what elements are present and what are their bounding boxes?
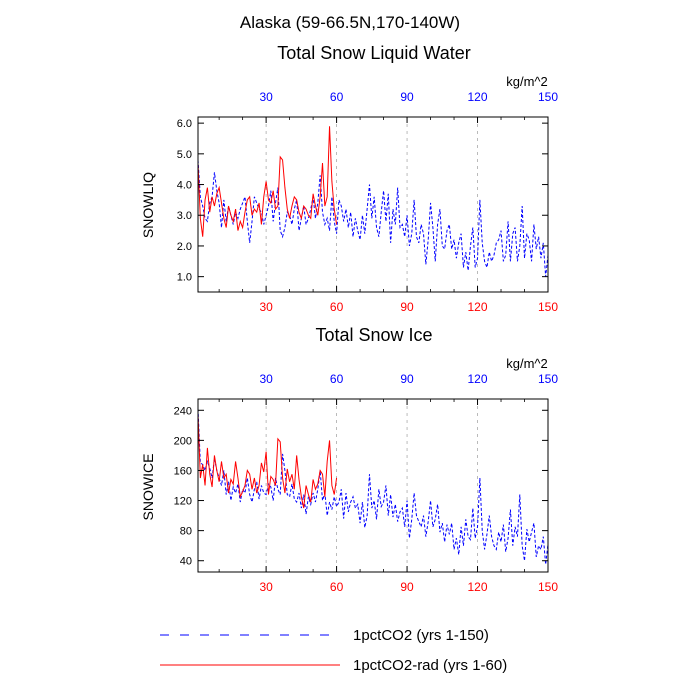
units-label: kg/m^2 [506,356,548,371]
chart-title: Total Snow Ice [315,325,432,345]
x-tick-label-bottom: 120 [468,300,488,314]
legend: 1pctCO2 (yrs 1-150) 1pctCO2-rad (yrs 1-6… [160,627,507,674]
figure-title: Alaska (59-66.5N,170-140W) [240,13,460,32]
x-tick-label-top: 60 [330,372,344,386]
y-tick-label: 5.0 [177,149,192,161]
legend-label-1pctco2: 1pctCO2 (yrs 1-150) [353,627,489,644]
x-tick-label-top: 90 [400,90,414,104]
y-tick-label: 160 [174,465,192,477]
x-tick-label-top: 30 [259,372,273,386]
x-tick-label-top: 120 [468,90,488,104]
series-line-1pctco2-rad [197,414,338,509]
y-tick-label: 120 [174,496,192,508]
series-line-1pctco2 [197,159,549,277]
x-tick-label-top: 30 [259,90,273,104]
x-tick-label-bottom: 150 [538,300,558,314]
y-tick-label: 6.0 [177,118,192,130]
y-tick-label: 3.0 [177,210,192,222]
x-tick-label-top: 60 [330,90,344,104]
y-tick-label: 4.0 [177,180,192,192]
y-tick-label: 240 [174,405,192,417]
x-tick-label-bottom: 90 [400,580,414,594]
x-tick-label-top: 120 [468,372,488,386]
x-tick-label-bottom: 30 [259,580,273,594]
x-tick-label-bottom: 120 [468,580,488,594]
series-line-1pctco2 [197,408,549,565]
x-tick-label-bottom: 90 [400,300,414,314]
y-tick-label: 40 [180,556,192,568]
chart-panel-snowliq: Total Snow Liquid Water kg/m^2 SNOWLIQ 3… [140,43,558,314]
plot-frame [197,398,549,573]
x-tick-label-bottom: 60 [330,300,344,314]
chart-title: Total Snow Liquid Water [277,43,470,63]
x-tick-label-top: 90 [400,372,414,386]
x-tick-label-top: 150 [538,372,558,386]
y-tick-label: 1.0 [177,272,192,284]
y-axis-label: SNOWLIQ [140,172,156,238]
x-tick-label-top: 150 [538,90,558,104]
series-line-1pctco2-rad [197,126,338,237]
units-label: kg/m^2 [506,74,548,89]
y-tick-label: 200 [174,435,192,447]
y-tick-label: 80 [180,526,192,538]
chart-panel-snowice: Total Snow Ice kg/m^2 SNOWICE 30 30 60 60 90… [140,325,558,594]
x-tick-label-bottom: 60 [330,580,344,594]
legend-label-1pctco2-rad: 1pctCO2-rad (yrs 1-60) [353,657,507,674]
x-tick-label-bottom: 30 [259,300,273,314]
plot-frame [197,116,549,293]
y-tick-label: 2.0 [177,241,192,253]
x-tick-label-bottom: 150 [538,580,558,594]
y-axis-label: SNOWICE [140,454,156,521]
